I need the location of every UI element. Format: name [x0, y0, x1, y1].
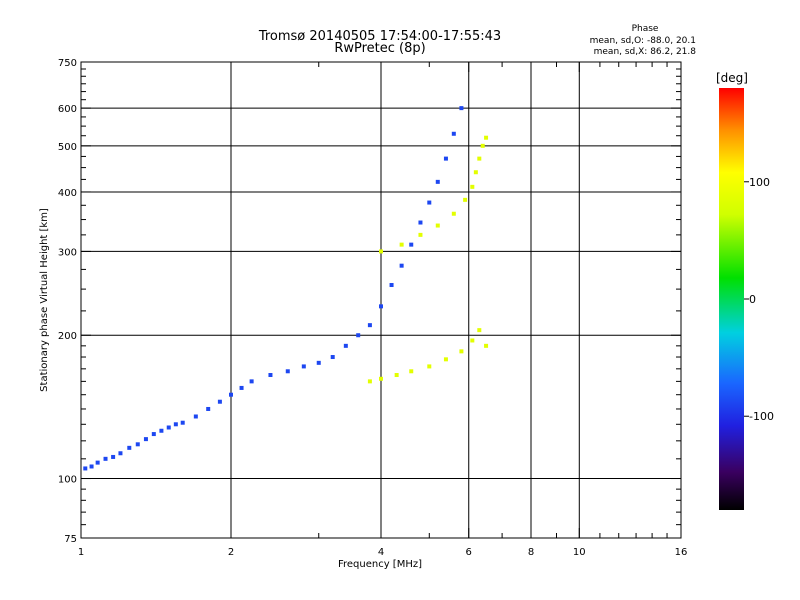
x-tick-label: 10 — [573, 547, 586, 558]
data-point-x — [451, 211, 456, 216]
data-point-x — [484, 343, 489, 348]
data-point-o — [356, 333, 361, 338]
data-point-o — [389, 283, 394, 288]
data-point-x — [477, 156, 482, 161]
data-point-o — [418, 220, 423, 225]
data-point-o — [103, 456, 108, 461]
data-point-o — [143, 437, 148, 442]
colorbar-label: [deg] — [716, 71, 748, 85]
y-tick-label: 500 — [58, 142, 77, 153]
data-point-x — [470, 338, 475, 343]
colorbar-tick-label: 0 — [749, 293, 756, 306]
data-point-o — [285, 369, 290, 374]
data-point-x — [394, 373, 399, 378]
phase-stats-o: mean, sd,O: -88.0, 20.1 — [590, 36, 696, 46]
data-point-o — [435, 179, 440, 184]
data-point-x — [379, 376, 383, 381]
data-point-o — [95, 460, 100, 465]
data-point-o — [193, 414, 198, 419]
data-point-o — [443, 156, 448, 161]
colorbar-tick-label: 100 — [749, 176, 770, 189]
x-tick-label: 16 — [675, 547, 688, 558]
plot-frame — [80, 61, 682, 539]
data-point-o — [367, 323, 372, 328]
chart-subtitle: RwPretec (8p) — [334, 41, 425, 56]
data-point-o — [151, 432, 156, 437]
data-point-x — [367, 379, 372, 384]
data-point-o — [173, 422, 178, 427]
data-point-o — [135, 442, 140, 447]
data-point-x — [473, 170, 478, 175]
y-axis-label: Stationary phase Virtual Height [km] — [39, 208, 50, 392]
phase-stats-heading: Phase — [632, 24, 659, 34]
data-point-x — [477, 328, 482, 333]
data-point-o — [217, 399, 222, 404]
data-point-o — [316, 360, 321, 365]
data-point-x — [459, 349, 464, 354]
data-point-x — [443, 357, 448, 362]
y-tick-label: 750 — [58, 58, 77, 69]
data-point-x — [484, 135, 489, 140]
data-point-o — [301, 364, 306, 369]
chart-title: Tromsø 20140505 17:54:00-17:55:43 — [258, 29, 501, 44]
y-tick-label: 100 — [58, 475, 77, 486]
x-tick-label: 2 — [228, 547, 234, 558]
data-point-o — [427, 200, 432, 205]
data-point-x — [379, 249, 383, 254]
data-point-x — [463, 197, 468, 202]
x-tick-label: 6 — [466, 547, 472, 558]
data-point-o — [180, 420, 185, 425]
x-tick-label: 1 — [78, 547, 84, 558]
data-point-o — [459, 106, 464, 111]
data-point-o — [229, 392, 233, 397]
data-point-o — [206, 406, 211, 411]
data-point-x — [418, 232, 423, 237]
data-point-x — [470, 184, 475, 189]
data-point-o — [379, 304, 383, 309]
data-point-o — [451, 131, 456, 136]
data-point-o — [343, 343, 348, 348]
data-point-o — [399, 263, 404, 268]
data-point-o — [249, 379, 254, 384]
data-point-o — [239, 385, 244, 390]
y-tick-label: 75 — [64, 534, 77, 545]
x-tick-label: 4 — [378, 547, 384, 558]
data-point-o — [166, 425, 171, 430]
data-point-o — [118, 451, 123, 456]
data-point-x — [409, 369, 414, 374]
x-axis-label: Frequency [MHz] — [338, 559, 422, 570]
data-point-o — [268, 373, 273, 378]
data-point-o — [409, 242, 414, 247]
data-point-x — [399, 242, 404, 247]
data-point-o — [111, 454, 116, 459]
data-point-o — [330, 355, 335, 360]
y-axis-ticks: 75 100 200 300 400 500 600 750 — [58, 58, 681, 545]
y-tick-label: 400 — [58, 188, 77, 199]
data-point-o — [159, 428, 164, 433]
data-point-o — [89, 464, 94, 469]
data-point-o — [127, 445, 132, 450]
y-tick-label: 600 — [58, 104, 77, 115]
data-point-x — [435, 223, 440, 228]
data-point-o — [83, 466, 88, 471]
phase-stats-x: mean, sd,X: 86.2, 21.8 — [594, 47, 697, 57]
data-point-x — [427, 364, 432, 369]
data-point-x — [480, 143, 485, 148]
colorbar-ticks: 100 0 -100 — [744, 176, 774, 423]
data-points — [83, 106, 489, 471]
x-tick-label: 8 — [528, 547, 534, 558]
y-tick-label: 200 — [58, 331, 77, 342]
y-tick-label: 300 — [58, 247, 77, 258]
colorbar — [719, 88, 744, 510]
colorbar-tick-label: -100 — [749, 410, 774, 423]
